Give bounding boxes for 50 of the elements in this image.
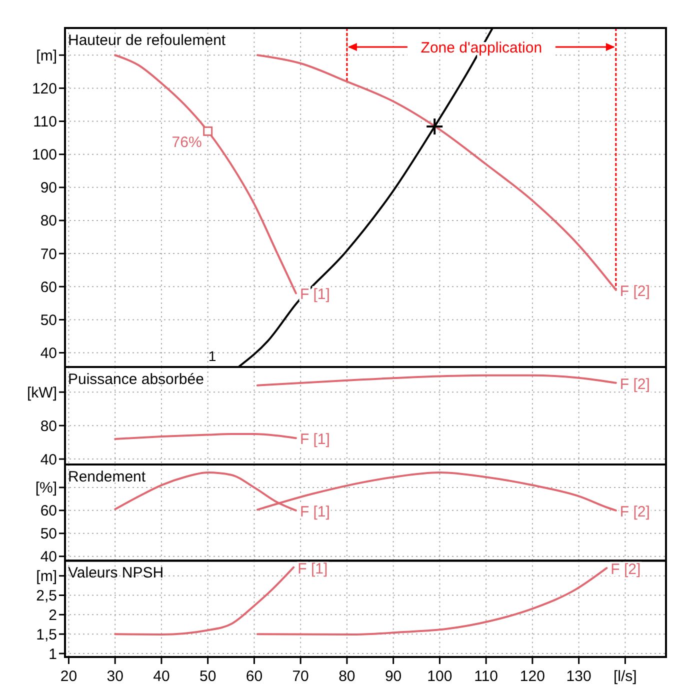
x-tick-label: 130 (566, 668, 592, 685)
x-tick-label: 110 (474, 668, 498, 685)
x-tick-label: 40 (153, 668, 170, 685)
y-tick-label: 50 (40, 526, 57, 543)
series-label: F [1] (298, 560, 328, 578)
y-tick-label: 40 (40, 451, 57, 468)
y-tick-label: 100 (32, 146, 57, 164)
y-tick-label: [m] (36, 47, 57, 64)
x-tick-label: 70 (292, 668, 309, 685)
series-label: F [2] (620, 376, 650, 393)
series-label: F [1] (300, 503, 330, 520)
y-tick-label: [m] (36, 568, 57, 586)
y-tick-label: 60 (40, 502, 57, 520)
y-tick-label: 1 (48, 646, 57, 663)
y-tick-label: 110 (33, 114, 57, 131)
chart-title: Puissance absorbée (68, 371, 204, 388)
x-tick-label: 30 (106, 668, 124, 685)
y-tick-label: [kW] (27, 384, 57, 402)
series-label: 1 (208, 348, 216, 364)
y-tick-label: 80 (40, 418, 57, 435)
y-tick-label: [%] (35, 480, 57, 497)
y-tick-label: 80 (40, 212, 57, 230)
line-series (114, 54, 297, 294)
y-tick-label: 50 (40, 312, 57, 329)
y-tick-label: 2 (48, 606, 57, 624)
x-tick-label: 80 (338, 668, 356, 685)
x-tick-label: 100 (427, 668, 452, 685)
x-tick-label: 120 (520, 668, 545, 685)
x-tick-label: 60 (246, 668, 263, 685)
y-tick-label: 120 (32, 80, 57, 98)
x-tick-label: 20 (60, 668, 78, 685)
series-label: F [2] (620, 503, 650, 520)
y-tick-label: 70 (40, 246, 57, 263)
annotation: 76% (172, 134, 202, 152)
series-label: F [1] (300, 431, 330, 448)
series-label: F [2] (610, 561, 641, 578)
series-label: F [2] (620, 282, 650, 300)
chart-title: Valeurs NPSH (68, 564, 164, 582)
y-tick-label: 60 (40, 278, 57, 296)
chart-title: Rendement (68, 468, 146, 486)
chart-title: Hauteur de refoulement (68, 32, 226, 49)
line-series (256, 374, 617, 386)
y-tick-label: 90 (40, 180, 57, 197)
y-tick-label: 40 (40, 345, 57, 362)
y-tick-label: 40 (40, 548, 57, 566)
x-tick-label: [l/s] (614, 668, 637, 685)
x-tick-label: 50 (199, 668, 216, 685)
x-tick-label: 90 (384, 668, 402, 685)
y-tick-label: 1,5 (36, 626, 57, 644)
y-tick-label: 2,5 (36, 588, 57, 605)
